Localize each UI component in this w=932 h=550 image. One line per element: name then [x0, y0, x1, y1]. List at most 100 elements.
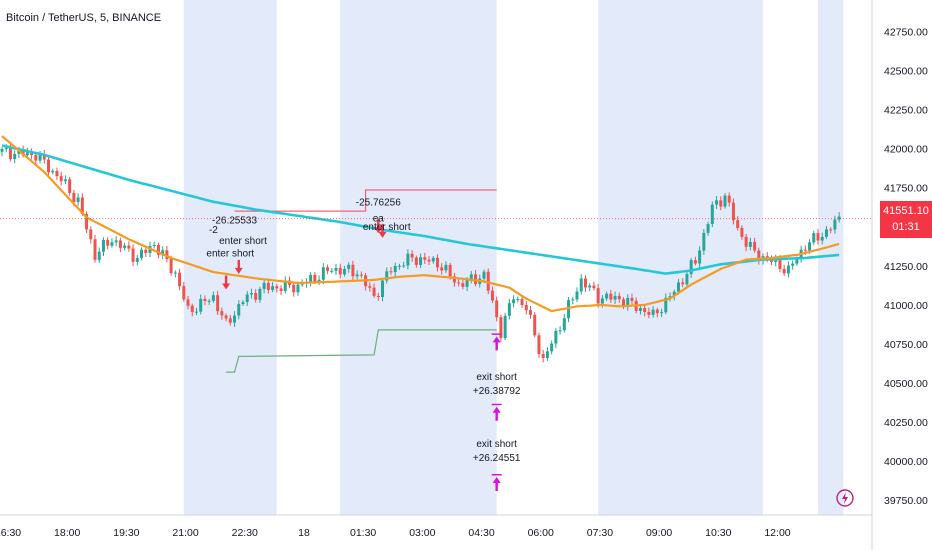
- lightning-icon[interactable]: [836, 489, 854, 507]
- time-tick-label: 01:30: [350, 527, 376, 539]
- candle-body: [342, 269, 346, 275]
- candle-body: [651, 309, 655, 315]
- time-tick-label: 03:00: [409, 527, 435, 539]
- time-tick-label: 16:30: [0, 527, 21, 539]
- candle-body: [469, 274, 473, 280]
- symbol-title: Bitcoin / TetherUS, 5, BINANCE: [6, 12, 162, 24]
- time-tick-label: 06:00: [528, 527, 554, 539]
- candle-body: [791, 263, 795, 266]
- candle-body: [254, 293, 258, 300]
- stop-loss-line: [234, 189, 497, 212]
- candle-body: [13, 153, 17, 160]
- candle-body: [97, 251, 101, 260]
- candle-body: [693, 260, 697, 264]
- exit-short-arrow-icon: [491, 333, 502, 351]
- candle-body: [25, 152, 29, 156]
- candle-body: [499, 317, 503, 339]
- candle-body: [562, 318, 566, 331]
- candle-body: [474, 274, 478, 284]
- price-tick-label: 40750.00: [884, 339, 928, 351]
- candle-body: [292, 284, 296, 293]
- last-price-value: 41551.10: [883, 205, 929, 217]
- candle-body: [381, 280, 385, 298]
- candle-body: [156, 244, 160, 255]
- candle-body: [829, 229, 833, 231]
- trade-annotation-label: enter short: [363, 222, 411, 233]
- candle-body: [173, 272, 177, 274]
- trade-annotation-label: enter short: [206, 248, 254, 259]
- candle-body: [448, 264, 452, 277]
- session-shading: [183, 0, 277, 515]
- candle-body: [592, 285, 596, 289]
- candle-body: [820, 236, 824, 241]
- candle-body: [237, 304, 241, 316]
- bar-countdown: 01:31: [892, 221, 920, 233]
- candle-body: [461, 283, 465, 287]
- candle-body: [757, 250, 761, 261]
- candle-body: [118, 240, 122, 248]
- candle-body: [676, 282, 680, 292]
- candle-body: [778, 257, 782, 269]
- trade-annotation-label: enter short: [219, 236, 267, 247]
- candle-body: [330, 270, 334, 272]
- price-tick-label: 40500.00: [884, 378, 928, 390]
- time-tick-label: 19:30: [113, 527, 139, 539]
- price-tick-label: 41750.00: [884, 183, 928, 195]
- candle-body: [638, 308, 642, 311]
- candle-body: [249, 293, 253, 295]
- candle-body: [372, 287, 376, 296]
- candle-body: [76, 197, 80, 203]
- candle-body: [753, 241, 757, 251]
- candle-body: [194, 311, 198, 313]
- candle-body: [495, 300, 499, 318]
- time-tick-label: 10:30: [705, 527, 731, 539]
- trade-annotation-label: ea: [373, 213, 385, 224]
- candle-body: [127, 245, 131, 249]
- candle-body: [786, 265, 790, 274]
- time-tick-label: 22:30: [232, 527, 258, 539]
- price-tick-label: 42500.00: [884, 66, 928, 78]
- candle-body: [368, 286, 372, 288]
- price-tick-label: 42750.00: [884, 26, 928, 38]
- candle-body: [4, 147, 8, 149]
- candle-body: [524, 305, 528, 311]
- session-shading: [598, 0, 764, 515]
- candle-body: [440, 267, 444, 271]
- candle-body: [723, 195, 727, 207]
- candle-body: [465, 279, 469, 287]
- candle-body: [545, 351, 549, 358]
- candle-body: [85, 213, 89, 230]
- candle-body: [812, 233, 816, 243]
- candle-body: [279, 288, 283, 291]
- candle-body: [736, 220, 740, 228]
- trade-annotation-label: -26.25533: [212, 216, 257, 227]
- candle-body: [59, 176, 63, 182]
- candle-body: [326, 267, 330, 271]
- session-shading: [340, 0, 497, 515]
- candle-body: [507, 303, 511, 316]
- candle-body: [444, 264, 448, 271]
- candle-body: [427, 259, 431, 262]
- candle-body: [769, 259, 773, 262]
- candle-body: [359, 274, 363, 276]
- candle-body: [80, 197, 84, 214]
- candle-body: [135, 257, 139, 262]
- candle-body: [575, 291, 579, 300]
- candle-body: [689, 260, 693, 275]
- candle-body: [520, 298, 524, 306]
- candle-body: [8, 147, 12, 160]
- candle-body: [296, 284, 300, 293]
- candle-body: [617, 295, 621, 300]
- last-price-tag: 41551.10 01:31: [880, 201, 932, 238]
- trade-annotation-label: exit short: [476, 439, 517, 450]
- candle-body: [486, 271, 490, 291]
- candle-body: [262, 282, 266, 289]
- candle-body: [406, 253, 410, 266]
- fast-moving-average-line: [1, 135, 840, 313]
- candle-body: [178, 272, 182, 287]
- candle-body: [727, 195, 731, 203]
- candle-body: [38, 154, 42, 161]
- candle-body: [0, 148, 4, 152]
- candle-body: [554, 330, 558, 344]
